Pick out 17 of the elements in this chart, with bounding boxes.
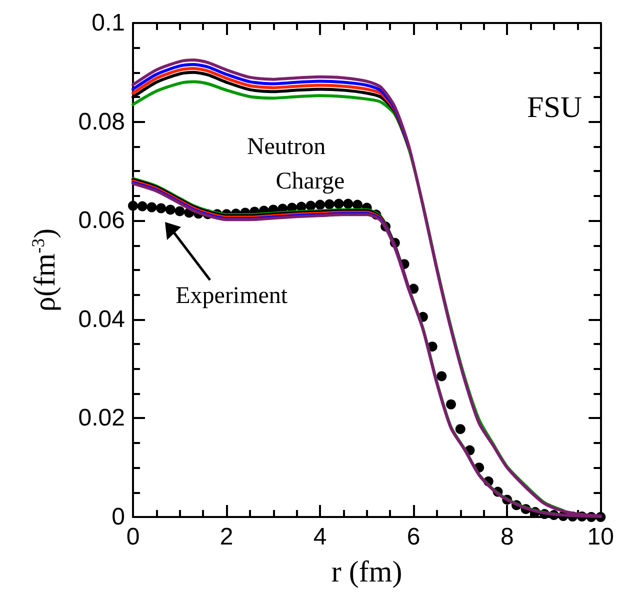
y-tick-label: 0.02 xyxy=(78,404,125,432)
y-tick-label: 0.06 xyxy=(78,207,125,234)
x-tick-label: 4 xyxy=(313,524,327,550)
y-tick-label: 0.08 xyxy=(78,108,125,136)
y-tick-label: 0.1 xyxy=(92,10,125,36)
annotation: Charge xyxy=(276,168,345,195)
y-tick-label: 0 xyxy=(112,504,125,530)
annotation: FSU xyxy=(526,90,582,124)
x-tick-label: 2 xyxy=(220,524,234,550)
x-tick-label: 6 xyxy=(406,524,420,550)
annotation: Experiment xyxy=(176,282,288,309)
annotation: Neutron xyxy=(246,134,326,160)
x-axis-title: r (fm) xyxy=(331,556,402,588)
y-tick-label: 0.04 xyxy=(78,306,125,333)
x-tick-label: 8 xyxy=(500,524,514,550)
x-tick-label: 10 xyxy=(587,524,614,550)
y-axis-title: ρ(fm-3) xyxy=(28,228,62,312)
